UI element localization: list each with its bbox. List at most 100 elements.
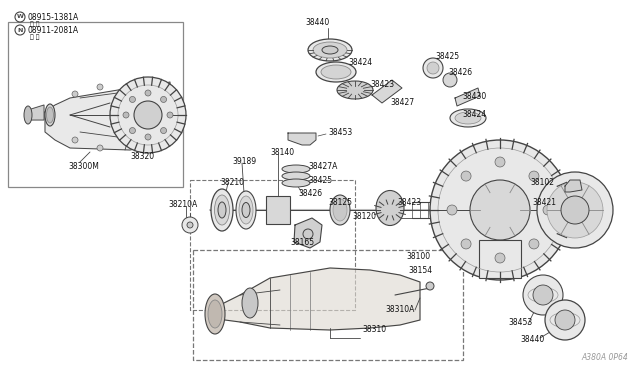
Circle shape bbox=[545, 300, 585, 340]
Bar bbox=[193, 250, 463, 360]
Ellipse shape bbox=[316, 62, 356, 82]
Ellipse shape bbox=[337, 81, 373, 99]
Circle shape bbox=[182, 217, 198, 233]
Text: 38430: 38430 bbox=[462, 92, 486, 101]
Circle shape bbox=[461, 239, 471, 249]
Ellipse shape bbox=[313, 42, 347, 58]
Polygon shape bbox=[565, 180, 582, 192]
Circle shape bbox=[423, 58, 443, 78]
Ellipse shape bbox=[333, 199, 347, 221]
Ellipse shape bbox=[242, 288, 258, 318]
Text: 38426: 38426 bbox=[448, 68, 472, 77]
Text: W: W bbox=[17, 15, 24, 19]
Ellipse shape bbox=[321, 65, 351, 79]
Ellipse shape bbox=[239, 196, 253, 224]
Text: 38102: 38102 bbox=[530, 178, 554, 187]
Bar bbox=[8, 22, 183, 187]
Circle shape bbox=[555, 310, 575, 330]
Ellipse shape bbox=[45, 104, 55, 126]
Circle shape bbox=[495, 157, 505, 167]
Ellipse shape bbox=[450, 109, 486, 127]
Text: 38424: 38424 bbox=[462, 110, 486, 119]
Circle shape bbox=[427, 62, 439, 74]
Text: 38100: 38100 bbox=[406, 252, 430, 261]
Text: 38440: 38440 bbox=[520, 335, 544, 344]
Circle shape bbox=[533, 285, 553, 305]
Ellipse shape bbox=[218, 202, 226, 218]
Circle shape bbox=[129, 96, 136, 102]
Text: 38453: 38453 bbox=[508, 318, 532, 327]
Polygon shape bbox=[210, 268, 420, 330]
Ellipse shape bbox=[308, 39, 352, 61]
Circle shape bbox=[561, 196, 589, 224]
Polygon shape bbox=[28, 105, 44, 120]
Circle shape bbox=[461, 171, 471, 181]
Text: 38165: 38165 bbox=[290, 238, 314, 247]
Circle shape bbox=[447, 205, 457, 215]
Ellipse shape bbox=[455, 112, 481, 124]
Ellipse shape bbox=[211, 189, 233, 231]
Circle shape bbox=[529, 239, 539, 249]
Text: 38140: 38140 bbox=[270, 148, 294, 157]
Bar bbox=[266, 196, 290, 224]
Ellipse shape bbox=[205, 294, 225, 334]
Ellipse shape bbox=[303, 229, 313, 239]
Circle shape bbox=[161, 96, 166, 102]
Polygon shape bbox=[372, 80, 402, 103]
Ellipse shape bbox=[214, 195, 230, 225]
Text: 08911-2081A: 08911-2081A bbox=[27, 26, 78, 35]
Polygon shape bbox=[288, 133, 316, 145]
Circle shape bbox=[167, 112, 173, 118]
Circle shape bbox=[97, 84, 103, 90]
Polygon shape bbox=[294, 218, 322, 248]
Text: 38210: 38210 bbox=[220, 178, 244, 187]
Polygon shape bbox=[45, 82, 170, 150]
Text: 08915-1381A: 08915-1381A bbox=[27, 13, 78, 22]
Circle shape bbox=[97, 145, 103, 151]
Circle shape bbox=[72, 137, 78, 143]
Bar bbox=[190, 180, 355, 310]
Circle shape bbox=[547, 182, 603, 238]
Circle shape bbox=[72, 91, 78, 97]
Circle shape bbox=[134, 101, 162, 129]
Ellipse shape bbox=[236, 191, 256, 229]
Ellipse shape bbox=[282, 172, 310, 180]
Text: 38310A: 38310A bbox=[385, 305, 414, 314]
Text: 39189: 39189 bbox=[232, 157, 256, 166]
Ellipse shape bbox=[242, 202, 250, 218]
Ellipse shape bbox=[376, 190, 404, 225]
Circle shape bbox=[470, 180, 530, 240]
Ellipse shape bbox=[322, 46, 338, 54]
Circle shape bbox=[110, 77, 186, 153]
Circle shape bbox=[161, 128, 166, 134]
Text: 38440: 38440 bbox=[305, 18, 329, 27]
Circle shape bbox=[123, 112, 129, 118]
Ellipse shape bbox=[24, 106, 32, 124]
Ellipse shape bbox=[47, 107, 54, 123]
Ellipse shape bbox=[282, 179, 310, 187]
Text: 38300M: 38300M bbox=[68, 162, 99, 171]
Circle shape bbox=[495, 253, 505, 263]
Text: 38421: 38421 bbox=[532, 198, 556, 207]
Text: 38120: 38120 bbox=[352, 212, 376, 221]
Circle shape bbox=[187, 222, 193, 228]
Polygon shape bbox=[455, 88, 480, 106]
Ellipse shape bbox=[208, 300, 222, 328]
Circle shape bbox=[537, 172, 613, 248]
Text: 38320: 38320 bbox=[130, 152, 154, 161]
Text: 38426: 38426 bbox=[298, 189, 322, 198]
Circle shape bbox=[543, 205, 553, 215]
Text: Ⓝ ⓐ: Ⓝ ⓐ bbox=[30, 34, 40, 39]
Text: 38427: 38427 bbox=[390, 98, 414, 107]
Circle shape bbox=[523, 275, 563, 315]
Text: 38425: 38425 bbox=[308, 176, 332, 185]
Circle shape bbox=[426, 282, 434, 290]
Circle shape bbox=[529, 171, 539, 181]
Bar bbox=[479, 240, 521, 278]
Text: 38423: 38423 bbox=[397, 198, 421, 207]
Circle shape bbox=[129, 128, 136, 134]
Text: 38310: 38310 bbox=[362, 325, 386, 334]
Text: Ⓝ ⓐ: Ⓝ ⓐ bbox=[30, 21, 40, 26]
Circle shape bbox=[15, 25, 25, 35]
Text: 38210A: 38210A bbox=[168, 200, 197, 209]
